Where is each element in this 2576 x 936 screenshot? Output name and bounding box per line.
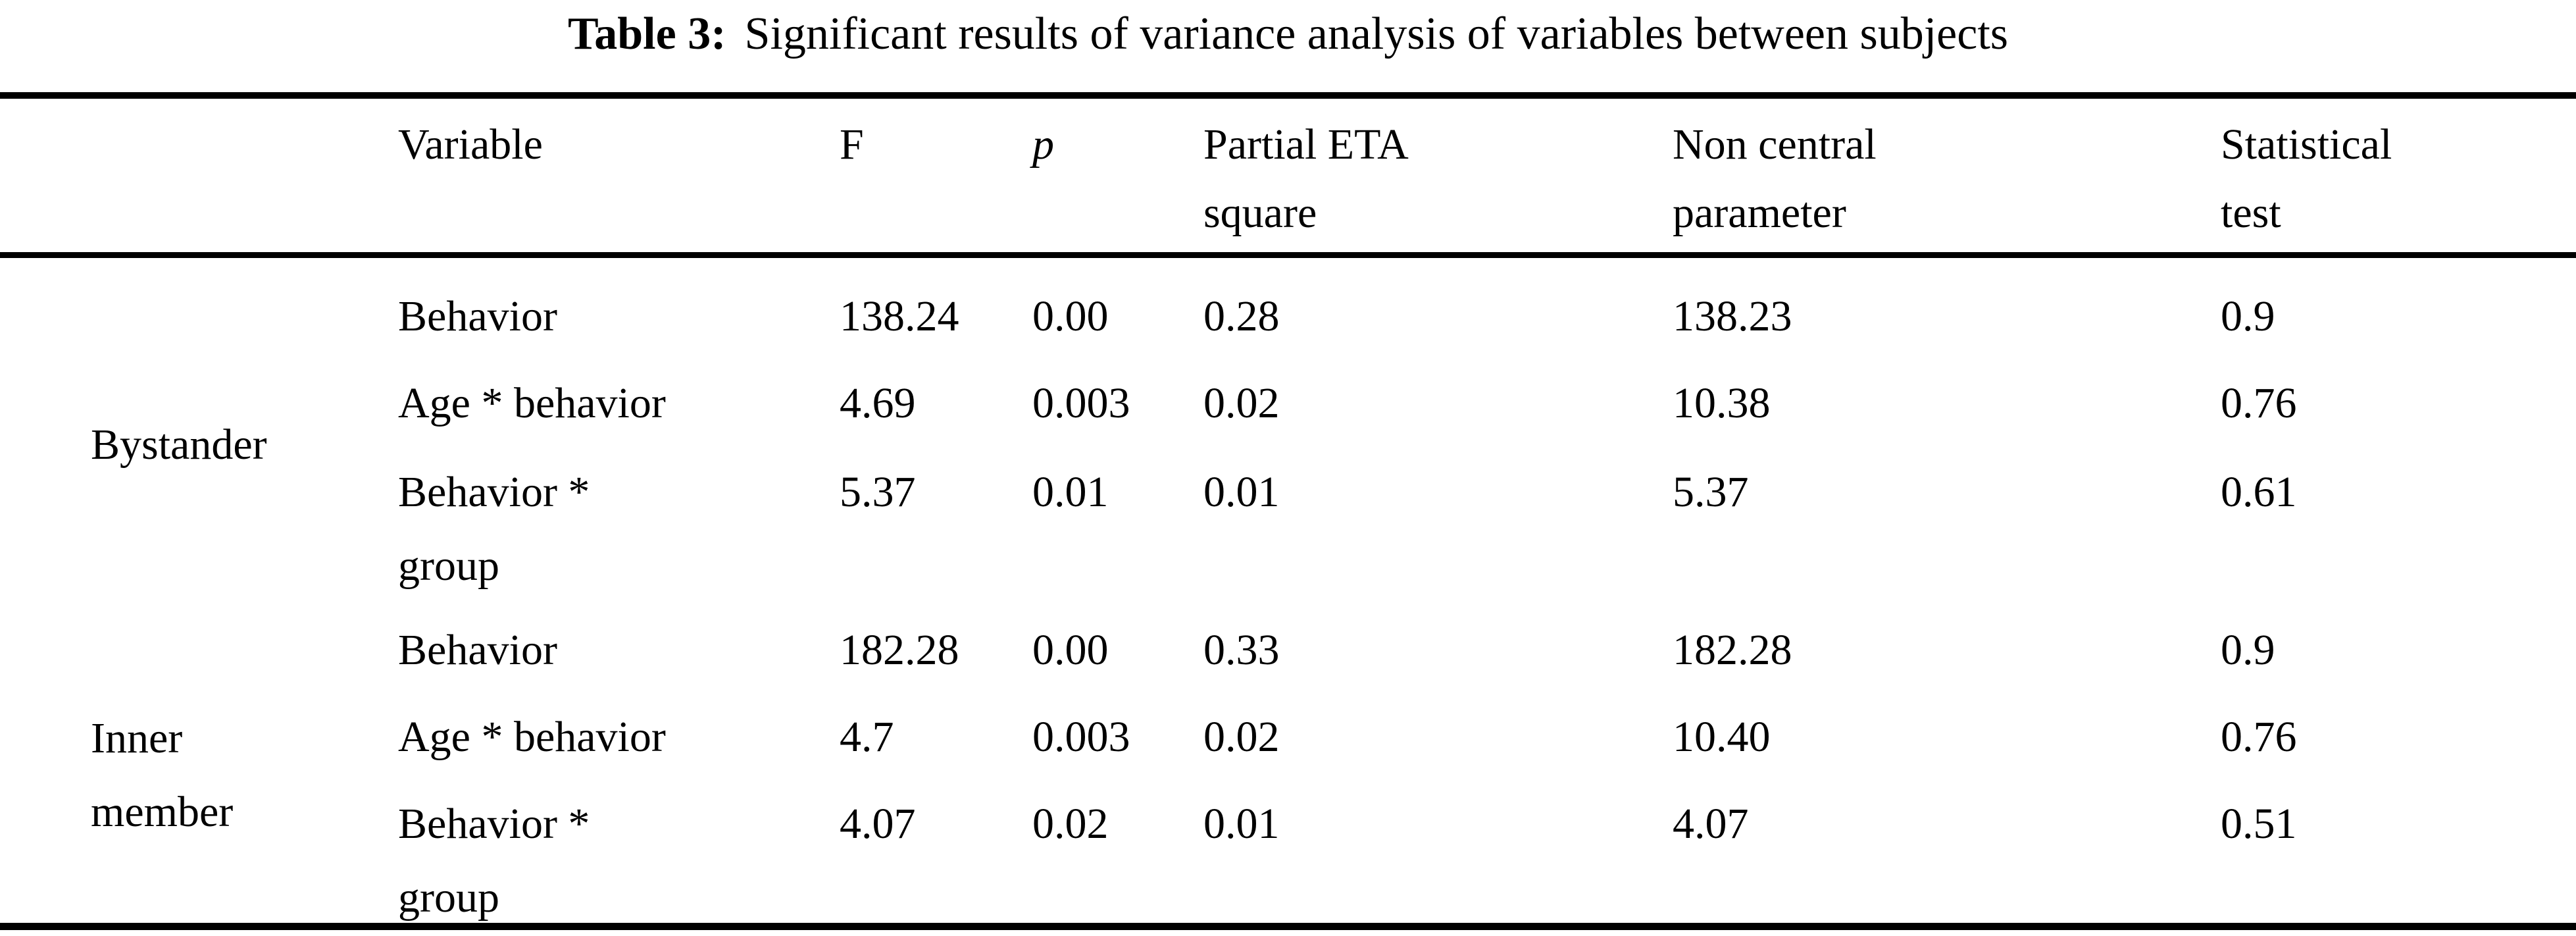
table-cell-p: 0.02: [1032, 800, 1109, 848]
table-cell-variable: Behavior: [398, 626, 557, 674]
table-cell-noncentral: 5.37: [1673, 468, 1749, 516]
column-header-variable: Variable: [398, 120, 543, 169]
table-cell-stat: 0.76: [2221, 713, 2297, 761]
table-cell-stat: 0.9: [2221, 626, 2275, 674]
table-cell-noncentral: 10.40: [1673, 713, 1771, 761]
table-cell-variable: Age * behavior: [398, 379, 666, 427]
table-cell-stat: 0.9: [2221, 292, 2275, 340]
column-header-f: F: [840, 120, 864, 169]
table-cell-partial: 0.28: [1203, 292, 1280, 340]
table-cell-f: 182.28: [840, 626, 959, 674]
table-caption: Table 3: Significant results of variance …: [0, 1, 2576, 67]
table-cell-stat: 0.76: [2221, 379, 2297, 427]
table-cell-variable: Age * behavior: [398, 713, 666, 761]
table-rule-top: [0, 92, 2576, 99]
table-caption-number: Table 3:: [567, 9, 726, 59]
table-cell-p: 0.00: [1032, 626, 1109, 674]
table-cell-f: 5.37: [840, 468, 916, 516]
table-rule-bottom: [0, 923, 2576, 930]
table-cell-p: 0.01: [1032, 468, 1109, 516]
column-header-non-central-parameter: Non central parameter: [1673, 120, 1877, 237]
row-group-label-inner-member: Inner member: [91, 714, 234, 836]
table-cell-partial: 0.01: [1203, 800, 1280, 848]
table-cell-p: 0.00: [1032, 292, 1109, 340]
table-cell-variable: Behavior: [398, 292, 557, 340]
table-cell-noncentral: 138.23: [1673, 292, 1792, 340]
table-cell-f: 138.24: [840, 292, 959, 340]
column-header-p: p: [1032, 120, 1054, 169]
table-cell-stat: 0.61: [2221, 468, 2297, 516]
table-cell-partial: 0.33: [1203, 626, 1280, 674]
table-cell-f: 4.07: [840, 800, 916, 848]
table-cell-partial: 0.01: [1203, 468, 1280, 516]
row-group-label-bystander: Bystander: [91, 421, 267, 469]
table-cell-p: 0.003: [1032, 379, 1130, 427]
table-rule-middle: [0, 252, 2576, 258]
table-cell-stat: 0.51: [2221, 800, 2297, 848]
table-cell-variable: Behavior * group: [398, 468, 590, 590]
table-cell-noncentral: 4.07: [1673, 800, 1749, 848]
table-cell-f: 4.69: [840, 379, 916, 427]
table-cell-f: 4.7: [840, 713, 894, 761]
table-cell-noncentral: 10.38: [1673, 379, 1771, 427]
table-cell-partial: 0.02: [1203, 379, 1280, 427]
table-cell-p: 0.003: [1032, 713, 1130, 761]
table-caption-text: Significant results of variance analysis…: [744, 9, 2009, 59]
table-cell-noncentral: 182.28: [1673, 626, 1792, 674]
column-header-partial-eta-square: Partial ETA square: [1203, 120, 1409, 237]
table-cell-partial: 0.02: [1203, 713, 1280, 761]
column-header-statistical-test: Statistical test: [2221, 120, 2392, 237]
table-cell-variable: Behavior * group: [398, 800, 590, 922]
